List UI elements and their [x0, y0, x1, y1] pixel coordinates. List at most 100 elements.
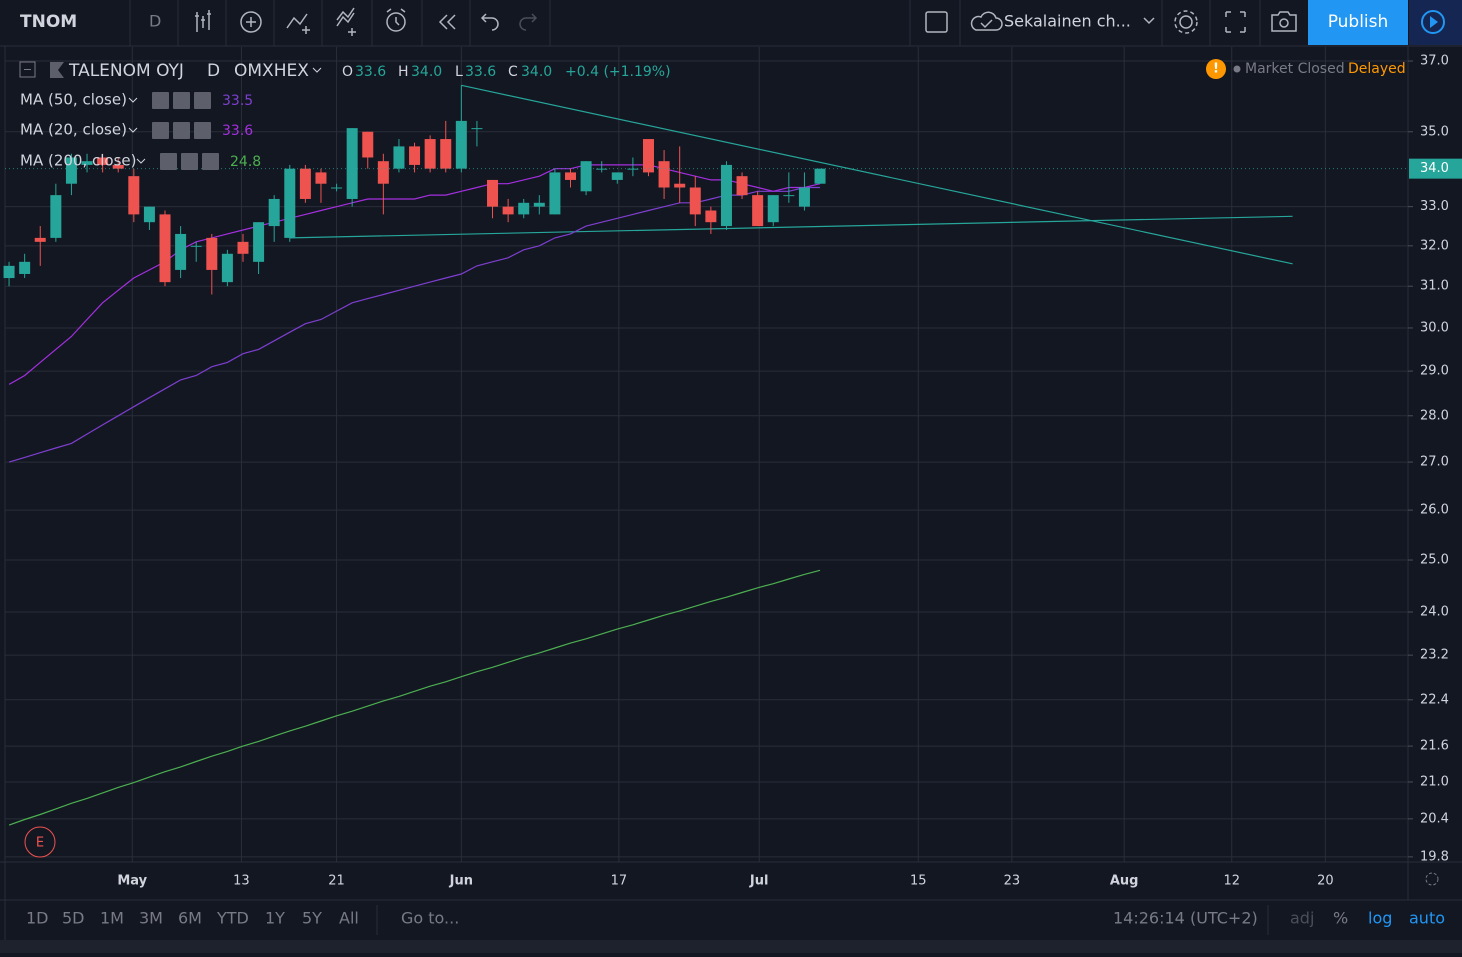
candle-body [440, 139, 452, 169]
cloud-icon[interactable] [970, 11, 1003, 31]
candle-body [315, 172, 327, 184]
alert-icon[interactable] [386, 12, 406, 32]
ma-legend-button[interactable] [152, 122, 169, 139]
y-tick-label: 32.0 [1420, 238, 1449, 253]
undo-icon[interactable] [480, 13, 499, 31]
x-tick-label: 23 [1004, 874, 1021, 889]
settings-icon[interactable] [1179, 15, 1193, 29]
legend-l: 33.6 [465, 64, 496, 80]
y-tick-label: 28.0 [1420, 408, 1449, 423]
y-tick-label: 20.4 [1420, 811, 1449, 826]
plot [3, 84, 1293, 826]
x-tick-label: 21 [328, 874, 345, 889]
ma-legend-button[interactable] [194, 122, 211, 139]
range-button[interactable]: 5D [62, 909, 85, 928]
snapshot-icon[interactable] [1271, 11, 1297, 32]
symbol[interactable]: TNOM [20, 12, 77, 32]
interval[interactable]: D [149, 12, 161, 31]
chart-type-icon[interactable] [195, 10, 211, 32]
ma-legend-name: MA (20, close) [20, 121, 127, 139]
layout-dropdown[interactable] [1143, 17, 1155, 25]
candle-body [221, 253, 233, 283]
legend-dropdown[interactable] [312, 67, 322, 73]
ma-legend-button[interactable] [173, 92, 190, 109]
range-button[interactable]: 1M [100, 909, 124, 928]
play-icon[interactable] [1421, 10, 1445, 34]
ma-legend-button[interactable] [152, 92, 169, 109]
candle-body [471, 128, 483, 130]
legend-change: +0.4 (+1.19%) [565, 64, 671, 80]
range-button[interactable]: 1D [26, 909, 49, 928]
candle-body [642, 139, 654, 173]
ma-legend-dropdown[interactable] [136, 158, 146, 164]
axis-settings-icon[interactable] [1425, 872, 1439, 886]
compare-icon[interactable] [286, 13, 310, 34]
legend-c: 34.0 [521, 64, 552, 80]
ma-legend-button[interactable] [173, 122, 190, 139]
candle-body [362, 131, 374, 158]
candle-body [518, 202, 530, 215]
percent-toggle[interactable]: % [1333, 909, 1348, 928]
candle-body [128, 176, 140, 215]
ma-line [8, 186, 820, 463]
bottom-edge [0, 940, 1462, 953]
candle-body [284, 168, 296, 238]
layout-name[interactable]: Sekalainen ch... [1004, 12, 1131, 31]
replay-icon[interactable] [438, 14, 456, 30]
range-button[interactable]: YTD [216, 909, 249, 928]
candle-body [580, 161, 592, 192]
log-toggle[interactable]: log [1368, 909, 1392, 928]
redo-icon[interactable] [519, 13, 538, 31]
legend-interval: D [207, 61, 220, 81]
publish-button[interactable] [1308, 0, 1408, 45]
candle-body [112, 164, 124, 169]
publish-label[interactable]: Publish [1328, 12, 1389, 32]
candle-body [81, 161, 93, 165]
candle-body [424, 139, 436, 169]
status-dot [1233, 65, 1241, 73]
warning-icon[interactable] [1206, 59, 1226, 79]
top-toolbar: TNOM D Sekalainen ch... Publish [0, 0, 1462, 47]
y-tick-label: 24.0 [1420, 604, 1449, 619]
candle-body [455, 120, 467, 169]
legend-h-key: H [398, 64, 409, 80]
auto-toggle[interactable]: auto [1409, 909, 1445, 928]
fullscreen-icon[interactable] [1225, 11, 1246, 33]
ma-legend-button[interactable] [194, 92, 211, 109]
range-button[interactable]: 1Y [265, 909, 285, 928]
y-tick-label: 21.6 [1420, 739, 1449, 754]
adj-toggle[interactable]: adj [1290, 909, 1314, 928]
ma-legend-dropdown[interactable] [128, 127, 138, 133]
range-button[interactable]: All [339, 909, 359, 928]
trendline[interactable] [289, 215, 1293, 239]
bottom-bar: 14:26:14 (UTC+2) adj % log auto Go to...… [26, 905, 1445, 935]
candle-body [674, 183, 686, 188]
ma-legend-button[interactable] [160, 153, 177, 170]
layout-icon[interactable] [925, 11, 948, 33]
indicators-icon[interactable] [336, 7, 356, 36]
candle-body [237, 241, 249, 254]
candle-body [268, 198, 280, 227]
range-button[interactable]: 3M [139, 909, 163, 928]
range-button[interactable]: 5Y [302, 909, 322, 928]
trendline[interactable] [461, 84, 1293, 265]
collapse-icon[interactable] [19, 61, 36, 78]
y-tick-label: 31.0 [1420, 279, 1449, 294]
ma-legend-dropdown[interactable] [128, 97, 138, 103]
toolbar-bg [0, 0, 1462, 46]
y-tick-label: 21.0 [1420, 774, 1449, 789]
legend-name: TALENOM OYJ [68, 61, 184, 81]
legend: TALENOM OYJ D OMXHEX O 33.6 H 34.0 L 33.… [19, 59, 1406, 858]
candle-body [409, 146, 421, 165]
ma-legend-button[interactable] [181, 153, 198, 170]
ma-legend-button[interactable] [202, 153, 219, 170]
legend-exchange: OMXHEX [234, 61, 309, 81]
candle-body [533, 202, 545, 207]
goto[interactable]: Go to... [401, 909, 459, 928]
earnings-badge[interactable] [24, 826, 56, 858]
range-button[interactable]: 6M [178, 909, 202, 928]
candle-body [3, 265, 15, 279]
indicator-add-icon[interactable] [240, 11, 262, 33]
